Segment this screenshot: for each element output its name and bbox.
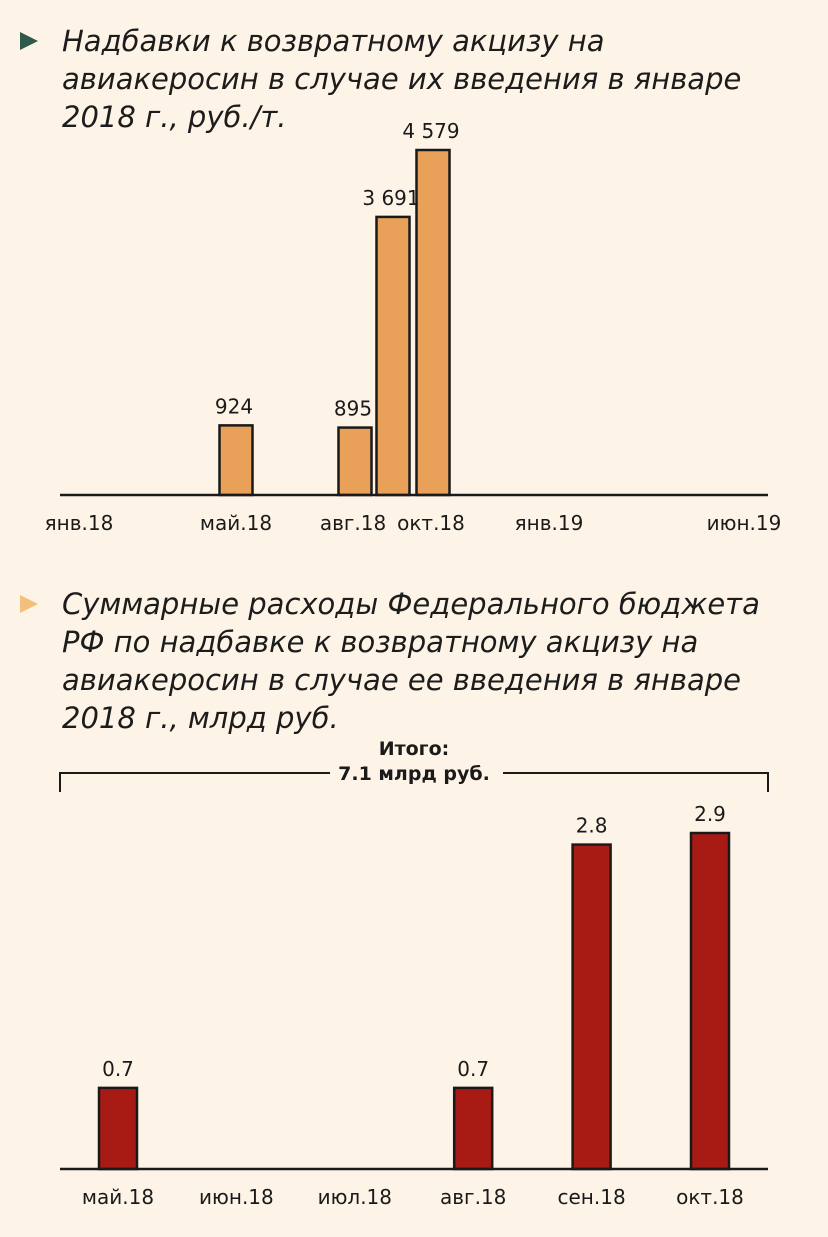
total-value: 7.1 млрд руб. <box>338 763 490 785</box>
chart2-tick-labels: май.18 июн.18 июл.18 авг.18 сен.18 окт.18 <box>82 1185 744 1209</box>
chart1-value-label: 3 691 <box>362 186 419 210</box>
chart1-tick-labels: янв.18 май.18 авг.18 окт.18 янв.19 июн.19 <box>45 511 782 535</box>
total-bracket-right <box>503 772 769 792</box>
total-label: Итого: <box>379 738 450 760</box>
chart1-bar <box>218 424 254 497</box>
chart1-title-block: Надбавки к возвратному акцизу на авиакер… <box>20 22 782 136</box>
total-bracket-left <box>59 772 330 792</box>
chart2-title: Суммарные расходы Федерального бюджета Р… <box>62 587 760 735</box>
chart2-value-label: 0.7 <box>457 1057 489 1081</box>
chart2-bar <box>571 843 612 1171</box>
triangle-marker-icon <box>20 32 38 50</box>
chart2-tick-label: май.18 <box>82 1185 154 1209</box>
chart2-bar <box>689 831 731 1171</box>
triangle-marker-icon <box>20 595 38 613</box>
chart2-tick-label: сен.18 <box>558 1185 626 1209</box>
chart2-tick-label: окт.18 <box>676 1185 744 1209</box>
chart1-title: Надбавки к возвратному акцизу на авиакер… <box>62 24 742 134</box>
chart2-value-labels: 0.7 0.7 2.8 2.9 <box>102 802 726 1081</box>
chart2-tick-label: июл.18 <box>318 1185 392 1209</box>
chart1-tick-label: авг.18 <box>320 511 386 535</box>
chart1-tick-label: янв.18 <box>45 511 114 535</box>
chart1-bar <box>415 148 451 497</box>
chart2-tick-label: июн.18 <box>199 1185 274 1209</box>
chart1-bars <box>218 148 451 497</box>
chart1-value-label: 924 <box>215 394 253 418</box>
chart1-svg: 924 895 3 691 4 579 янв.18 май.18 авг.18 окт.1… <box>45 119 782 535</box>
chart2-value-label: 0.7 <box>102 1057 134 1081</box>
chart1-tick-label: окт.18 <box>397 511 465 535</box>
chart1-value-labels: 924 895 3 691 4 579 <box>215 119 460 421</box>
chart2-value-label: 2.8 <box>576 814 608 838</box>
chart2-tick-label: авг.18 <box>440 1185 506 1209</box>
chart1-tick-label: май.18 <box>200 511 272 535</box>
chart2-bar <box>452 1086 494 1171</box>
chart1-tick-label: янв.19 <box>515 511 584 535</box>
chart2-title-block: Суммарные расходы Федерального бюджета Р… <box>20 585 782 737</box>
chart1-tick-label: июн.19 <box>707 511 782 535</box>
chart2-value-label: 2.9 <box>694 802 726 826</box>
chart1-bar <box>337 426 373 497</box>
chart1-value-label: 895 <box>334 397 372 421</box>
chart2-bars <box>97 831 731 1171</box>
total-bracket: Итого: 7.1 млрд руб. <box>59 738 769 792</box>
chart2-bar <box>97 1086 139 1171</box>
chart1-value-label: 4 579 <box>402 119 459 143</box>
